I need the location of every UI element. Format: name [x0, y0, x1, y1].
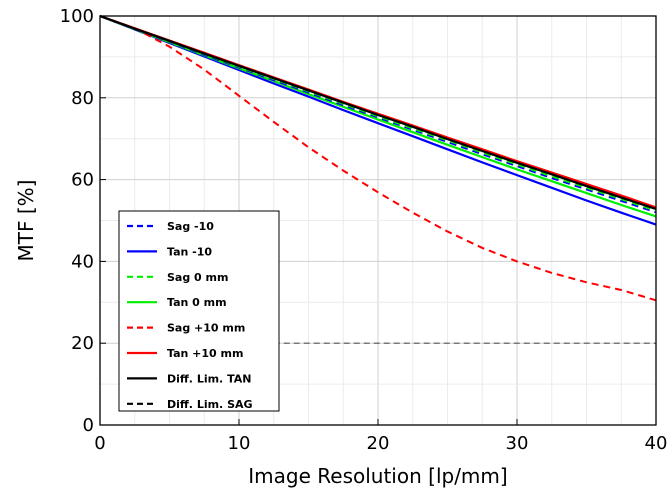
- legend-entry: Sag 0 mm: [167, 271, 228, 284]
- x-tick-label: 30: [506, 433, 529, 454]
- y-tick-label: 20: [71, 333, 94, 354]
- legend: Sag -10 Tan -10 Sag 0 mm Tan 0 mm Sag +10 mm…: [119, 211, 279, 411]
- x-tick-label: 40: [645, 433, 668, 454]
- legend-entry: Sag +10 mm: [167, 322, 245, 335]
- x-tick-label: 20: [367, 433, 390, 454]
- y-axis-label: MTF [%]: [14, 180, 38, 262]
- legend-entry: Diff. Lim. SAG: [167, 398, 253, 411]
- legend-entry: Tan -10: [167, 245, 212, 258]
- y-tick-label: 80: [71, 88, 94, 109]
- y-tick-label: 100: [60, 6, 94, 27]
- legend-entry: Diff. Lim. TAN: [167, 372, 251, 385]
- x-tick-label: 10: [228, 433, 251, 454]
- legend-entry: Tan 0 mm: [167, 296, 227, 309]
- legend-entry: Sag -10: [167, 220, 214, 233]
- y-tick-label: 40: [71, 251, 94, 272]
- y-tick-label: 60: [71, 170, 94, 191]
- y-tick-label: 0: [83, 415, 94, 436]
- x-axis-label: Image Resolution [lp/mm]: [248, 464, 507, 488]
- x-tick-label: 0: [94, 433, 105, 454]
- legend-entry: Tan +10 mm: [167, 347, 243, 360]
